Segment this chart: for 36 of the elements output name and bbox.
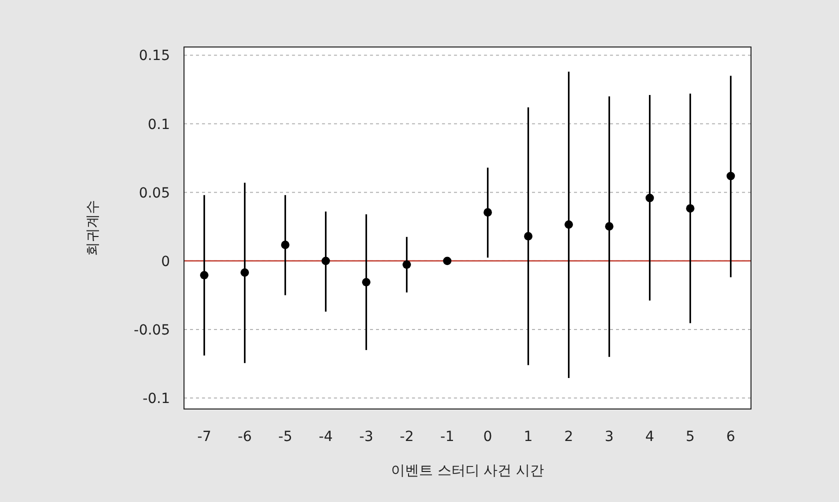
- point: [362, 278, 370, 286]
- x-tick-label: -6: [238, 429, 252, 445]
- point: [524, 232, 532, 240]
- x-tick-label: -4: [318, 429, 333, 445]
- y-tick-label: 0: [161, 254, 170, 270]
- point: [281, 240, 290, 250]
- y-tick-label: 0.1: [148, 116, 170, 133]
- y-axis-title: 회귀계수: [85, 200, 101, 256]
- point: [646, 194, 654, 202]
- x-tick-label: 4: [645, 429, 654, 445]
- x-tick-label: 0: [483, 429, 492, 445]
- x-tick-label: 2: [564, 429, 574, 445]
- y-tick-label: -0.05: [134, 322, 170, 338]
- point: [686, 204, 694, 213]
- point: [726, 172, 735, 180]
- point: [240, 268, 249, 277]
- point: [322, 256, 330, 266]
- point: [564, 220, 573, 229]
- x-tick-label: 6: [726, 429, 736, 445]
- y-tick-label: 0.15: [138, 48, 170, 64]
- x-tick-label: 5: [686, 429, 695, 445]
- point: [443, 256, 452, 266]
- point: [200, 270, 208, 280]
- x-tick-label: 1: [524, 429, 533, 445]
- x-tick-label: -5: [278, 429, 292, 445]
- x-tick-label: 3: [604, 429, 614, 445]
- x-tick-label: -7: [197, 429, 212, 445]
- x-tick-label: -3: [359, 429, 374, 445]
- point: [402, 260, 411, 269]
- point: [605, 222, 614, 231]
- x-tick-label: -1: [440, 429, 454, 445]
- x-axis-title: 이벤트 스터디 사건 시간: [390, 463, 544, 479]
- y-tick-label: -0.1: [142, 391, 170, 408]
- x-tick-label: -2: [400, 429, 414, 445]
- point: [484, 208, 492, 217]
- y-tick-label: 0.05: [138, 185, 170, 202]
